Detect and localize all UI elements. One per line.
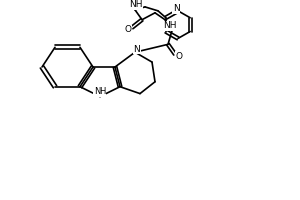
Text: N: N (134, 45, 140, 54)
Text: NH: NH (163, 21, 177, 30)
Text: NH: NH (129, 0, 143, 9)
Text: N: N (94, 87, 100, 96)
Text: H: H (99, 87, 105, 96)
Text: O: O (176, 52, 182, 61)
Text: N: N (172, 4, 179, 13)
Text: O: O (124, 25, 131, 34)
